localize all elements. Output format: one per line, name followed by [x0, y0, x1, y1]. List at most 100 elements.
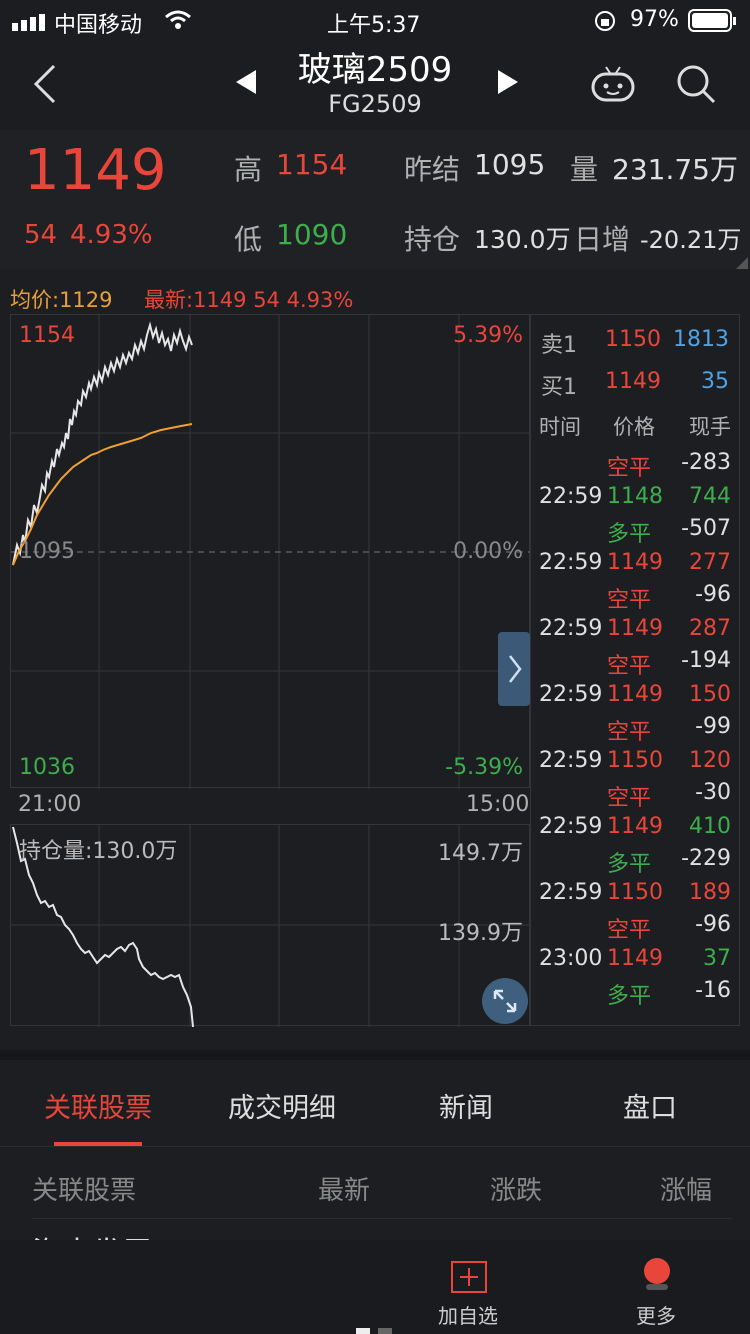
tick-row: 22:59 1149 150 空平 -99 — [531, 682, 739, 748]
axis-top-pct: 5.39% — [453, 323, 523, 348]
last-price: 1149 — [24, 138, 167, 203]
tick-volume: 300 — [689, 442, 731, 443]
latest-price-label: 最新:1149 54 4.93% — [144, 288, 354, 312]
ticks-header-time: 时间 — [539, 415, 581, 439]
tick-time: 22:59 — [539, 550, 603, 575]
tick-price: 1150 — [607, 880, 663, 905]
price-change: 54 — [24, 220, 58, 250]
time-start: 21:00 — [18, 792, 82, 817]
tick-price: 1149 — [607, 442, 663, 443]
low-value: 1090 — [276, 218, 348, 251]
bid-label: 买1 — [541, 375, 577, 400]
list-header-name: 关联股票 — [32, 1176, 137, 1206]
tick-oi-change: -229 — [681, 846, 731, 871]
expand-icon[interactable] — [482, 978, 528, 1024]
battery-icon — [688, 9, 738, 39]
avg-price-line — [12, 423, 193, 566]
price-chart[interactable]: 1154 5.39% 1095 0.00% 1036 -5.39% — [10, 314, 531, 789]
price-change-pct: 4.93% — [70, 220, 153, 250]
tick-price: 1149 — [607, 814, 663, 839]
tick-price: 1148 — [607, 484, 663, 509]
tick-oi-change: -194 — [681, 648, 731, 673]
tick-volume: 189 — [689, 880, 731, 905]
tick-volume: 277 — [689, 550, 731, 575]
robot-icon[interactable] — [590, 64, 636, 108]
tick-price: 1149 — [607, 946, 663, 971]
tick-volume: 410 — [689, 814, 731, 839]
high-value: 1154 — [276, 148, 348, 181]
battery-percent: 97% — [630, 7, 679, 32]
carrier-name: 中国移动 — [54, 13, 143, 38]
tick-row: 22:59 1149 277 空平 -96 — [531, 550, 739, 616]
tick-volume: 150 — [689, 682, 731, 707]
next-arrow-icon[interactable] — [496, 68, 520, 100]
ask-volume: 1813 — [673, 327, 729, 352]
quote-panel: 1149 54 4.93% 高 1154 低 1090 昨结 1095 量 23… — [0, 130, 750, 270]
axis-bottom-price: 1036 — [19, 755, 75, 780]
lock-rotation-icon — [594, 10, 616, 38]
tick-price: 1149 — [607, 616, 663, 641]
tick-oi-change: -283 — [681, 450, 731, 475]
nav-bar: 玻璃2509 FG2509 — [0, 40, 750, 130]
prev-settle-value: 1095 — [474, 148, 546, 181]
more-button[interactable]: 更多 — [636, 1304, 676, 1328]
tick-row: 22:59 1150 189 空平 -96 — [531, 880, 739, 946]
tab-news[interactable]: 新闻 — [439, 1093, 493, 1124]
add-icon[interactable] — [450, 1260, 488, 1298]
search-icon[interactable] — [676, 64, 718, 110]
ticks-header-vol: 现手 — [689, 415, 731, 439]
open-interest-value: 130.0万 — [474, 225, 571, 254]
tick-volume: 287 — [689, 616, 731, 641]
axis-top-price: 1154 — [19, 323, 75, 348]
wifi-icon — [164, 10, 192, 36]
bid-price: 1149 — [605, 369, 661, 394]
tick-type: 空平 — [607, 654, 652, 679]
daily-change-label: 日增 — [574, 223, 631, 256]
page-indicator-active — [356, 1328, 370, 1334]
tab-trade-details[interactable]: 成交明细 — [228, 1093, 336, 1124]
tick-type: 空平 — [607, 786, 652, 811]
tick-volume: 120 — [689, 748, 731, 773]
tick-time: 22:59 — [539, 814, 603, 839]
tick-oi-change: -16 — [695, 978, 731, 1003]
tick-time: 22:59 — [539, 484, 603, 509]
tick-row: 22:59 1149 287 空平 -194 — [531, 616, 739, 682]
volume-value: 231.75万 — [612, 153, 738, 186]
more-icon[interactable] — [640, 1254, 674, 1298]
tick-time: 22:59 — [539, 880, 603, 905]
tab-active-indicator — [54, 1142, 142, 1146]
tab-order-book[interactable]: 盘口 — [623, 1093, 677, 1124]
tick-row: 22:59 1149 410 多平 -229 — [531, 814, 739, 880]
ask-price: 1150 — [605, 327, 661, 352]
oi-line — [12, 826, 194, 1027]
collapse-panel-button[interactable] — [498, 632, 530, 706]
time-end: 15:00 — [466, 792, 530, 817]
oi-chart[interactable]: 持仓量:130.0万 149.7万 139.9万 — [10, 824, 531, 1027]
tick-oi-change: -507 — [681, 516, 731, 541]
corner-indicator-icon — [736, 254, 748, 273]
back-icon[interactable] — [30, 62, 60, 110]
tick-time: 22:59 — [539, 616, 603, 641]
open-interest-label: 持仓 — [404, 223, 461, 256]
daily-change-value: -20.21万 — [640, 226, 742, 254]
tick-time: 22:59 — [539, 682, 603, 707]
tick-type: 空平 — [607, 918, 652, 943]
ask-label: 卖1 — [541, 333, 577, 358]
tick-row: 23:00 1149 37 多平 -16 — [531, 946, 739, 1012]
add-watchlist-button[interactable]: 加自选 — [438, 1304, 498, 1328]
prev-arrow-icon[interactable] — [234, 68, 258, 100]
list-header-change: 涨跌 — [490, 1176, 543, 1206]
tab-related-stocks[interactable]: 关联股票 — [44, 1093, 152, 1124]
ticks-list[interactable]: 22:591149300空平-28322:591148744多平-50722:5… — [531, 442, 739, 1026]
list-header-pct: 涨幅 — [660, 1176, 713, 1206]
price-line — [12, 321, 193, 566]
prev-settle-label: 昨结 — [404, 153, 461, 186]
tick-volume: 37 — [703, 946, 731, 971]
tick-type: 空平 — [607, 720, 652, 745]
tick-oi-change: -96 — [695, 582, 731, 607]
axis-bottom-pct: -5.39% — [445, 755, 523, 780]
bottom-bar: 加自选 更多 — [0, 1240, 750, 1334]
chart-area: 均价:1129 最新:1149 54 4.93% 1154 5.39% 1095… — [0, 270, 750, 1050]
oi-mid: 139.9万 — [438, 921, 523, 946]
low-label: 低 — [234, 223, 263, 256]
